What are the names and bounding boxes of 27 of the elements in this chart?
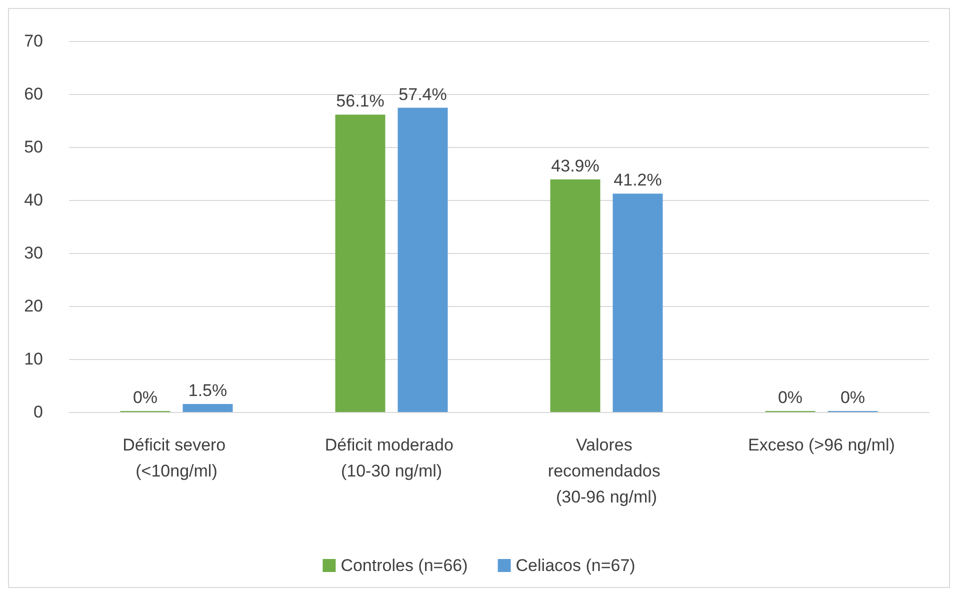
y-tick-label: 30 xyxy=(24,244,43,262)
data-label: 1.5% xyxy=(188,381,228,400)
x-tick-label: Déficit severo (<10ng/ml) xyxy=(122,436,230,480)
y-tick-label: 10 xyxy=(24,350,43,368)
data-label: 0% xyxy=(132,388,158,407)
data-label: 56.1% xyxy=(336,92,384,111)
x-tick-label: Déficit moderado (10-30 ng/ml) xyxy=(324,436,458,480)
y-tick-label: 60 xyxy=(24,84,43,104)
bar xyxy=(550,179,600,412)
bar xyxy=(335,114,386,412)
y-tick-label: 70 xyxy=(24,32,43,50)
y-tick-label: 20 xyxy=(24,296,43,316)
bar xyxy=(398,108,448,412)
bar xyxy=(182,404,233,412)
data-label: 57.4% xyxy=(398,84,447,104)
data-label: 0% xyxy=(778,388,803,407)
data-label: 41.2% xyxy=(614,170,662,190)
legend-label: Celiacos (n=67) xyxy=(516,556,636,575)
bar xyxy=(612,194,663,412)
y-tick-label: 0 xyxy=(34,402,43,422)
x-tick-label: Exceso (>96 ng/ml) xyxy=(748,436,895,454)
y-tick-label: 40 xyxy=(24,190,43,210)
y-tick-label: 50 xyxy=(24,138,43,156)
legend-label: Controles (n=66) xyxy=(340,556,468,575)
x-tick-label: Valores recomendados (30-96 ng/ml) xyxy=(548,436,666,506)
data-label: 0% xyxy=(840,388,866,407)
data-label: 43.9% xyxy=(551,156,600,176)
